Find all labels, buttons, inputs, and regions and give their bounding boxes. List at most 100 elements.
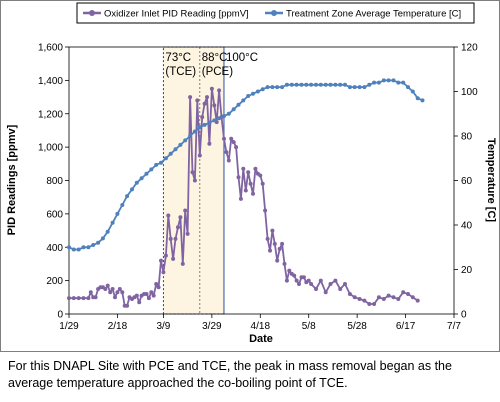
data-point-pid	[294, 278, 299, 283]
data-point-pid	[248, 181, 253, 186]
annotation-pce-line: 88°C	[202, 52, 228, 64]
data-point-pid	[306, 278, 311, 283]
right-y-axis: 0 20 40 60 80 100 120	[454, 43, 478, 321]
data-point-pid	[280, 241, 285, 246]
data-point-pid	[238, 196, 243, 201]
right-tick-label: 120	[461, 43, 478, 54]
data-point-temperature	[241, 98, 246, 103]
data-point-temperature	[338, 82, 343, 87]
x-axis-title: Date	[249, 333, 273, 345]
data-point-pid	[93, 295, 98, 300]
data-point-temperature	[362, 85, 367, 90]
data-point-pid	[275, 258, 280, 263]
data-point-pid	[205, 95, 209, 100]
right-tick-label: 60	[461, 176, 473, 187]
data-point-temperature	[67, 245, 71, 250]
data-point-temperature	[207, 120, 212, 125]
left-tick-label: 0	[57, 310, 63, 321]
data-point-pid	[71, 296, 76, 301]
data-point-pid	[222, 136, 226, 141]
right-tick-label: 0	[461, 310, 467, 321]
data-point-pid	[386, 293, 391, 298]
data-point-pid	[88, 290, 93, 295]
data-point-pid	[314, 287, 318, 291]
data-point-pid	[263, 208, 268, 213]
data-point-temperature	[154, 162, 159, 167]
data-point-temperature	[144, 171, 149, 176]
data-point-temperature	[188, 134, 193, 138]
data-point-pid	[236, 175, 241, 180]
data-point-pid	[318, 278, 323, 283]
left-tick-label: 1,400	[38, 76, 63, 87]
data-point-pid	[166, 213, 171, 218]
data-point-pid	[113, 295, 117, 300]
data-point-pid	[195, 98, 200, 103]
data-point-temperature	[197, 125, 202, 130]
data-point-temperature	[410, 89, 415, 94]
annotation-tce-line: 73°C	[165, 52, 191, 64]
data-point-pid	[176, 225, 180, 230]
data-point-pid	[156, 285, 161, 290]
x-tick-label: 4/18	[251, 321, 271, 332]
chart-frame	[0, 0, 500, 352]
data-point-pid	[125, 303, 130, 308]
left-y-axis: 0 200 400 600 800 1,000 1,200 1,400 1,600	[38, 43, 69, 321]
data-point-pid	[292, 273, 297, 278]
region-annotations: 73°C (TCE) 88°C (PCE) 100°C	[165, 52, 258, 78]
chart-legend: Oxidizer Inlet PID Reading [ppmV] Treatm…	[76, 2, 475, 24]
data-point-temperature	[125, 194, 130, 199]
data-point-temperature	[270, 85, 275, 90]
data-point-temperature	[357, 85, 362, 90]
data-point-temperature	[318, 82, 323, 87]
data-point-temperature	[168, 151, 173, 156]
data-point-pid	[171, 256, 176, 261]
right-tick-label: 40	[461, 221, 473, 232]
data-point-temperature	[304, 82, 309, 87]
data-point-pid	[105, 283, 110, 288]
data-point-temperature	[100, 236, 105, 241]
data-point-temperature	[314, 82, 318, 87]
data-point-pid	[108, 290, 113, 295]
data-point-pid	[287, 268, 292, 273]
data-point-temperature	[105, 229, 110, 234]
data-point-temperature	[163, 156, 168, 161]
right-tick-label: 80	[461, 132, 473, 143]
x-tick-label: 5/28	[347, 321, 367, 332]
data-point-pid	[338, 287, 343, 291]
data-point-temperature	[251, 91, 255, 96]
x-tick-label: 7/7	[447, 321, 461, 332]
data-point-pid	[246, 170, 251, 175]
data-point-temperature	[309, 82, 314, 87]
data-point-pid	[149, 290, 154, 295]
data-point-temperature	[86, 245, 91, 250]
data-point-pid	[188, 95, 193, 100]
legend-label-temperature: Treatment Zone Average Temperature [C]	[286, 9, 461, 20]
data-point-pid	[333, 278, 338, 283]
data-point-temperature	[246, 94, 251, 98]
annotation-pce-line: (PCE)	[202, 66, 233, 78]
data-point-pid	[367, 302, 372, 306]
data-point-temperature	[328, 82, 333, 87]
data-point-pid	[137, 300, 142, 305]
data-point-temperature	[231, 107, 236, 112]
data-point-pid	[270, 228, 275, 233]
data-point-temperature	[173, 147, 178, 152]
data-point-pid	[297, 282, 301, 286]
data-point-temperature	[289, 82, 294, 87]
data-point-temperature	[275, 85, 280, 90]
data-point-temperature	[120, 203, 125, 207]
data-point-pid	[323, 290, 328, 295]
data-point-pid	[190, 170, 195, 175]
legend-marker-dot-pid	[89, 10, 95, 16]
data-point-pid	[185, 231, 190, 236]
data-point-pid	[180, 261, 185, 266]
data-point-pid	[229, 136, 234, 141]
x-tick-label: 6/17	[396, 321, 416, 332]
left-axis-title: PID Readings [ppmv]	[6, 124, 18, 235]
data-point-pid	[226, 158, 231, 163]
data-point-pid	[396, 297, 401, 301]
data-point-temperature	[226, 111, 231, 116]
data-point-pid	[178, 215, 183, 220]
data-point-pid	[301, 275, 306, 280]
